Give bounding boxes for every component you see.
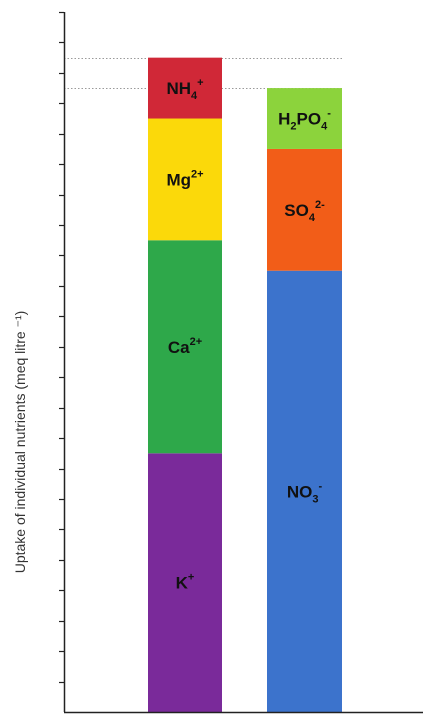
y-axis xyxy=(59,11,423,714)
y-axis-title: Uptake of individual nutrients (meq litr… xyxy=(12,311,28,574)
segment-label-anions-2: SO42- xyxy=(284,199,325,224)
bar-segment-cations-2 xyxy=(148,240,222,454)
segment-label-cations-3: Mg2+ xyxy=(166,168,203,189)
bar-segment-cations-1 xyxy=(148,453,222,712)
bar-segment-anions-3 xyxy=(267,88,342,149)
bar-segment-cations-3 xyxy=(148,118,222,241)
bar-segment-anions-1 xyxy=(267,270,342,712)
segment-label-cations-4: NH4+ xyxy=(166,77,203,102)
segment-label-cations-1: K+ xyxy=(176,572,195,593)
bar-segment-anions-2 xyxy=(267,148,342,271)
bars xyxy=(148,57,342,712)
segment-label-cations-2: Ca2+ xyxy=(168,336,202,357)
segment-label-anions-1: NO3- xyxy=(287,480,323,505)
segment-labels: K+ Ca2+ Mg2+ NH4+ NO3- SO42- H2PO4- xyxy=(166,77,331,593)
segment-label-anions-3: H2PO4- xyxy=(278,108,331,133)
bar-segment-cations-4 xyxy=(148,57,222,119)
